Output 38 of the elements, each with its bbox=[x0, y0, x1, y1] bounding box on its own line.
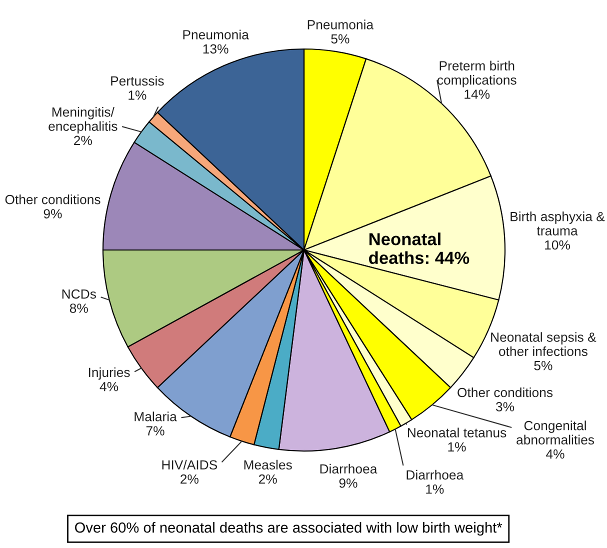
slice-label: Pertussis bbox=[111, 76, 164, 86]
slice-label: Diarrhoea bbox=[320, 464, 378, 474]
data-label: 9% bbox=[339, 478, 358, 488]
data-label: 7% bbox=[146, 426, 164, 436]
data-label: 2% bbox=[180, 474, 198, 484]
data-label: 13% bbox=[203, 44, 228, 54]
data-label: 2% bbox=[258, 474, 277, 484]
data-label: 3% bbox=[496, 402, 514, 412]
slice-label: Pneumonia bbox=[183, 30, 249, 40]
data-label: 8% bbox=[70, 304, 88, 313]
slice-label: Measles bbox=[244, 460, 292, 470]
slice-label: Other conditions bbox=[458, 387, 553, 398]
slice-label: Congenital abnormalities bbox=[516, 420, 594, 444]
data-label: 14% bbox=[464, 90, 490, 99]
data-label: 10% bbox=[545, 240, 570, 250]
data-label: 9% bbox=[44, 209, 62, 218]
data-label: 2% bbox=[74, 136, 92, 146]
slice-label: Other conditions bbox=[5, 194, 100, 204]
data-label: 4% bbox=[100, 382, 118, 392]
slice-label: Injuries bbox=[88, 367, 130, 380]
slice-label: Meningitis/ encephalitis bbox=[48, 107, 118, 134]
text: Neonatal deaths: 44% bbox=[369, 232, 470, 264]
slice-label: HIV/AIDS bbox=[162, 460, 218, 470]
slice-label: NCDs bbox=[62, 289, 96, 299]
slice-label: Diarrhoea bbox=[406, 470, 464, 480]
slice-label: Birth asphyxia & trauma bbox=[510, 212, 605, 236]
data-label: 1% bbox=[426, 484, 444, 494]
slice-label: Preterm birth complications bbox=[437, 60, 516, 88]
data-label: 4% bbox=[546, 449, 564, 459]
data-label: 5% bbox=[534, 360, 552, 370]
slice-label: Malaria bbox=[134, 412, 177, 422]
slice-label: Neonatal tetanus bbox=[408, 428, 506, 438]
text: Over 60% of neonatal deaths are associated with low birth weight* bbox=[75, 522, 502, 536]
data-label: 5% bbox=[331, 34, 350, 44]
data-label: 1% bbox=[448, 442, 466, 452]
data-label: 1% bbox=[128, 90, 146, 100]
slice-label: Pneumonia bbox=[308, 20, 374, 30]
slice-label: Neonatal sepsis & other infections bbox=[491, 332, 596, 356]
